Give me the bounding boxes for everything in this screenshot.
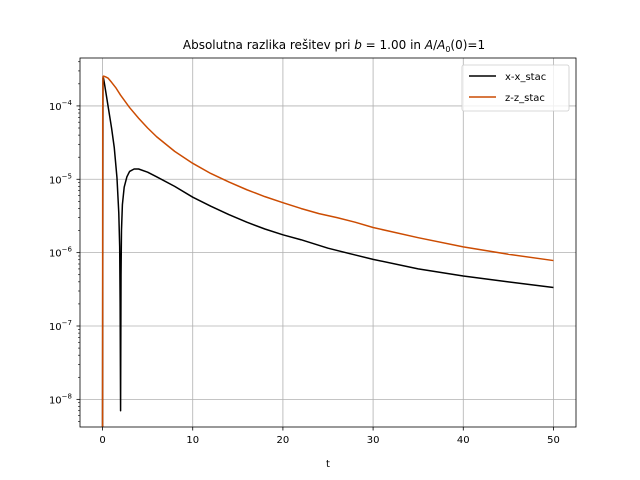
title-prefix: Absolutna razlika rešitev pri	[183, 38, 354, 52]
plot-frame	[79, 57, 577, 428]
x-tick-label: 10	[186, 435, 199, 446]
y-tick-label: 10−8	[49, 392, 72, 406]
x-tick-label: 40	[457, 435, 470, 446]
x-tick-label: 0	[99, 435, 105, 446]
y-tick-label: 10−5	[49, 172, 72, 186]
x-tick-label: 20	[277, 435, 290, 446]
legend-label-x-x-stac: x-x_stac	[505, 72, 546, 83]
title-slash: /	[433, 38, 438, 52]
title-suffix: (0)=1	[450, 38, 485, 52]
series-line-z-z-stac	[101, 75, 554, 428]
y-tick-label: 10−4	[49, 99, 73, 113]
x-axis-ticks: 0 10 20 30 40 50	[99, 427, 560, 446]
series-line-x-x-stac	[101, 77, 554, 428]
x-tick-label: 50	[547, 435, 560, 446]
title-a-symbol: A	[424, 38, 433, 52]
title-b-value: = 1.00 in	[362, 38, 425, 52]
series-layer	[101, 75, 554, 428]
legend: x-x_stac z-z_stac	[461, 64, 570, 112]
title-a0-subscript: 0	[445, 45, 450, 54]
x-axis-label: t	[326, 459, 330, 470]
x-tick-label: 30	[367, 435, 380, 446]
y-tick-label: 10−6	[49, 246, 73, 260]
title-a0-symbol: A	[436, 38, 445, 52]
y-axis-ticks: 10−8 10−7 10−6 10−5 10−4	[49, 61, 80, 422]
legend-label-z-z-stac: z-z_stac	[505, 93, 545, 104]
y-tick-label: 10−7	[49, 319, 72, 333]
title-b-symbol: b	[354, 38, 362, 52]
chart-title: Absolutna razlika rešitev pri b = 1.00 i…	[183, 38, 485, 54]
